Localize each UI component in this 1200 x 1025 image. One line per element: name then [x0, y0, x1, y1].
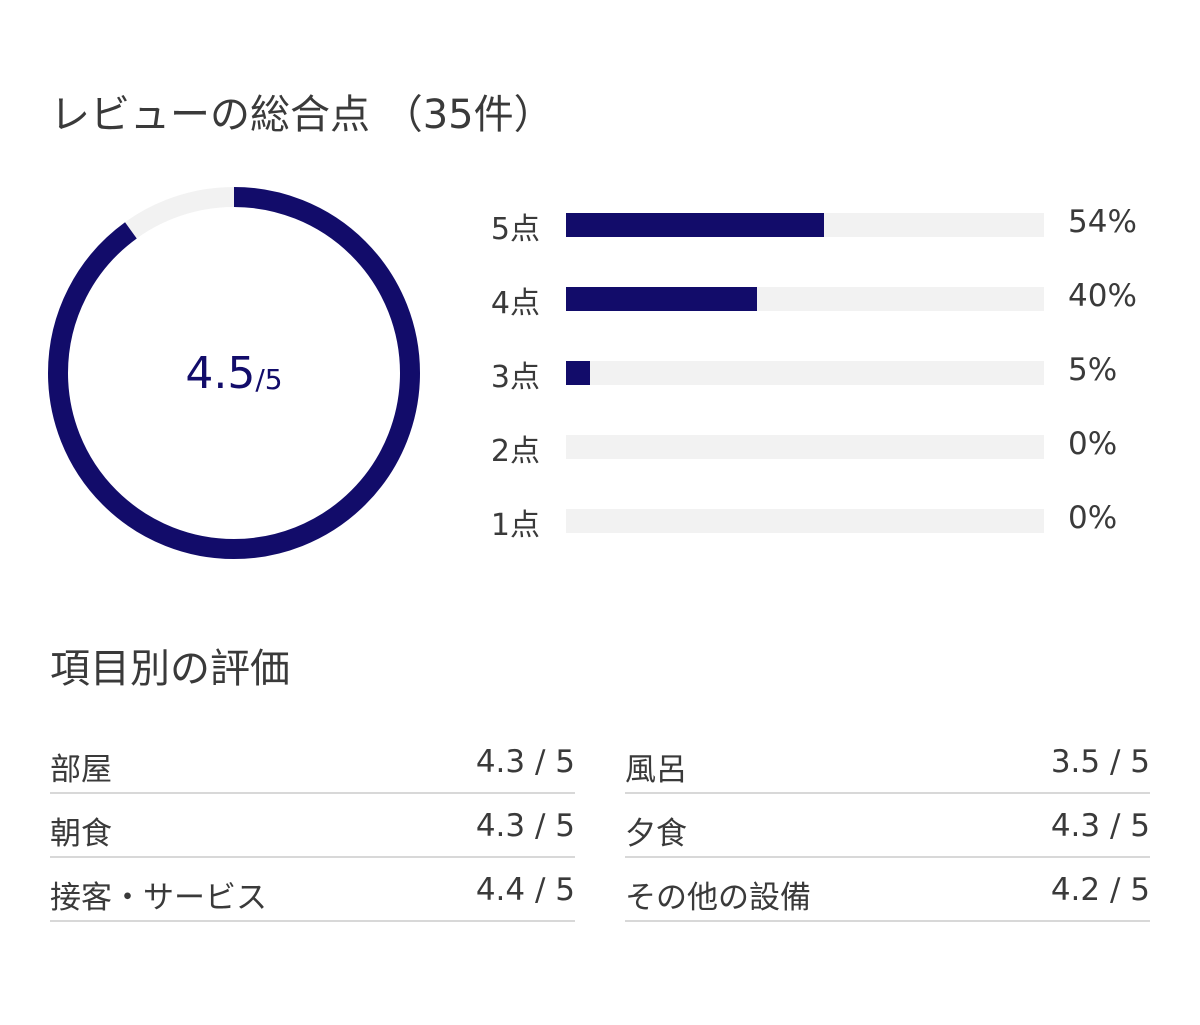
category-name: 部屋	[50, 752, 112, 788]
category-name: 風呂	[625, 752, 687, 788]
category-row: 部屋 4.3 / 5	[50, 730, 575, 794]
category-name: その他の設備	[625, 880, 811, 916]
category-column-left: 部屋 4.3 / 5 朝食 4.3 / 5 接客・サービス 4.4 / 5	[50, 730, 575, 922]
category-score: 3.5 / 5	[1050, 744, 1150, 780]
category-ratings-title: 項目別の評価	[50, 646, 290, 692]
distribution-bar-track	[566, 509, 1044, 533]
distribution-percent: 54%	[1068, 204, 1137, 240]
overall-score-max: /5	[255, 362, 283, 396]
donut-chart	[48, 187, 420, 559]
category-column-right: 風呂 3.5 / 5 夕食 4.3 / 5 その他の設備 4.2 / 5	[625, 730, 1150, 922]
distribution-bar-track	[566, 361, 1044, 385]
category-row: その他の設備 4.2 / 5	[625, 858, 1150, 922]
distribution-bar-track	[566, 213, 1044, 237]
overall-score-donut: 4.5/5	[48, 187, 420, 559]
distribution-bar-fill	[566, 213, 825, 237]
overall-rating-title: レビューの総合点 （35件）	[50, 92, 554, 138]
distribution-percent: 40%	[1068, 278, 1137, 314]
distribution-bar-fill	[566, 287, 758, 311]
overall-score-value: 4.5	[185, 347, 256, 399]
distribution-row-1: 1点 0%	[470, 496, 1160, 570]
distribution-row-5: 5点 54%	[470, 200, 1160, 274]
category-score: 4.3 / 5	[1050, 808, 1150, 844]
distribution-percent: 0%	[1068, 500, 1118, 536]
distribution-label: 1点	[490, 508, 540, 543]
category-score: 4.3 / 5	[475, 744, 575, 780]
distribution-bar-track	[566, 435, 1044, 459]
category-score: 4.3 / 5	[475, 808, 575, 844]
donut-arc	[48, 187, 420, 559]
distribution-row-3: 3点 5%	[470, 348, 1160, 422]
distribution-label: 4点	[490, 286, 540, 321]
category-row: 夕食 4.3 / 5	[625, 794, 1150, 858]
category-name: 接客・サービス	[50, 880, 267, 916]
category-name: 夕食	[625, 816, 687, 852]
distribution-label: 5点	[490, 212, 540, 247]
distribution-percent: 5%	[1068, 352, 1118, 388]
distribution-row-2: 2点 0%	[470, 422, 1160, 496]
category-row: 朝食 4.3 / 5	[50, 794, 575, 858]
distribution-bar-fill	[566, 361, 590, 385]
distribution-label: 2点	[490, 434, 540, 469]
category-score: 4.2 / 5	[1050, 872, 1150, 908]
distribution-percent: 0%	[1068, 426, 1118, 462]
distribution-bar-track	[566, 287, 1044, 311]
category-row: 風呂 3.5 / 5	[625, 730, 1150, 794]
category-name: 朝食	[50, 816, 112, 852]
distribution-row-4: 4点 40%	[470, 274, 1160, 348]
category-row: 接客・サービス 4.4 / 5	[50, 858, 575, 922]
overall-score: 4.5/5	[48, 187, 420, 559]
category-score: 4.4 / 5	[475, 872, 575, 908]
rating-distribution: 5点 54% 4点 40% 3点 5% 2点 0% 1点 0%	[470, 200, 1160, 570]
distribution-label: 3点	[490, 360, 540, 395]
